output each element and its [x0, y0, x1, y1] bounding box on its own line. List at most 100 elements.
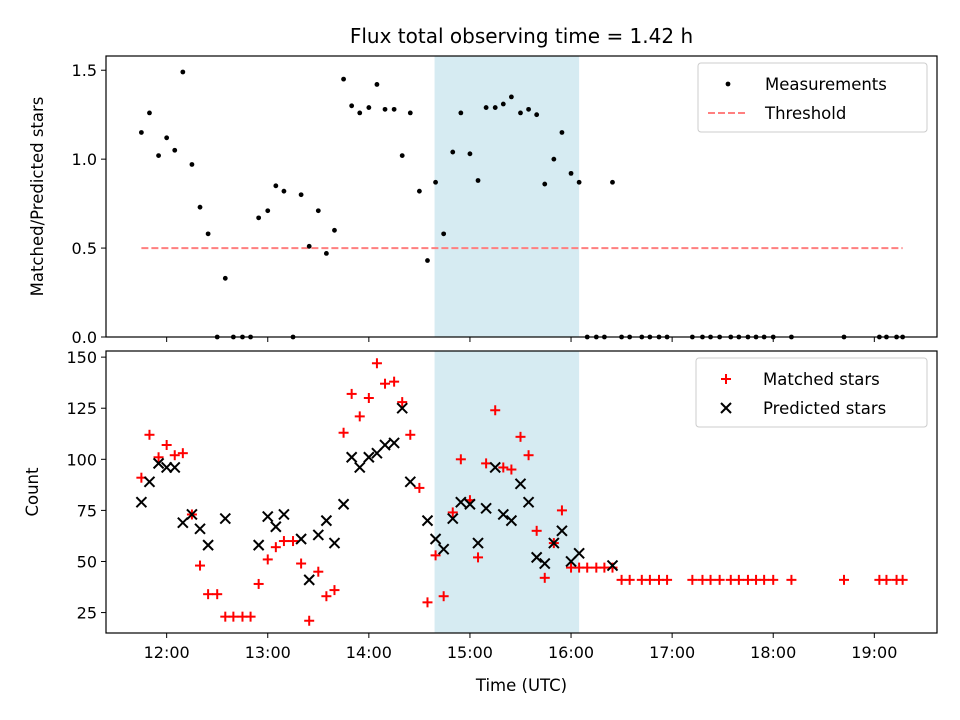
matched-star-point — [363, 393, 374, 403]
matched-star-point — [389, 376, 400, 387]
predicted-star-point — [455, 496, 467, 508]
matched-star-point — [144, 429, 155, 440]
matched-star-point — [498, 462, 509, 473]
predicted-star-point — [539, 557, 551, 570]
matched-star-point — [714, 574, 725, 585]
measurement-point — [433, 179, 438, 185]
bottom-xtick-label: 15:00 — [447, 643, 493, 662]
predicted-star-point — [573, 547, 585, 560]
matched-star-point — [288, 536, 299, 547]
legend-predicted-label: Predicted stars — [763, 399, 886, 418]
measurement-point — [189, 162, 195, 167]
predicted-star-point — [388, 437, 400, 449]
bottom-panel: 25 50 75 100 125 150 12:00 13:00 14:00 15:00 16:0… — [23, 348, 938, 695]
matched-star-point — [523, 450, 534, 461]
matched-star-point — [705, 574, 716, 585]
matched-star-point — [161, 440, 172, 450]
matched-star-point — [278, 536, 289, 547]
measurement-point — [306, 243, 312, 249]
predicted-star-point — [270, 521, 282, 533]
predicted-star-point — [447, 512, 459, 525]
matched-star-point — [881, 574, 892, 585]
measurement-point — [366, 105, 372, 110]
matched-star-point — [203, 589, 214, 600]
measurement-point — [147, 110, 152, 116]
measurement-point — [500, 101, 506, 107]
bottom-ytick-label: 150 — [66, 348, 97, 367]
matched-star-point — [438, 591, 449, 602]
measurement-point — [172, 147, 178, 153]
bottom-xtick-label: 14:00 — [346, 643, 392, 662]
measurement-point — [256, 215, 262, 221]
top-legend-box — [697, 62, 928, 133]
matched-star-point — [354, 411, 365, 422]
measurement-point — [180, 69, 186, 75]
bottom-ytick-label: 100 — [66, 450, 97, 469]
predicted-star-point — [421, 514, 434, 527]
predicted-star-point — [320, 514, 333, 527]
matched-star-point — [539, 572, 550, 583]
predicted-star-point — [522, 496, 535, 508]
matched-star-point — [153, 452, 164, 463]
predicted-star-point — [135, 496, 148, 508]
bottom-ytick-label: 25 — [77, 604, 97, 623]
measurement-point — [391, 106, 397, 112]
bottom-observing-window-shade — [434, 351, 580, 633]
matched-star-point — [733, 574, 744, 585]
predicted-star-point — [219, 512, 231, 525]
measurement-point — [164, 135, 170, 141]
predicted-star-point — [152, 457, 165, 470]
measurement-point — [332, 227, 337, 233]
measurement-point — [222, 275, 228, 281]
measurement-point — [399, 153, 405, 158]
matched-star-point — [422, 597, 433, 608]
matched-star-point — [556, 505, 567, 516]
predicted-star-point — [429, 533, 442, 545]
measurement-point — [205, 231, 211, 237]
predicted-star-point — [505, 514, 518, 527]
bottom-legend: Matched stars Predicted stars — [695, 357, 928, 428]
predicted-star-point — [337, 498, 350, 510]
predicted-star-point — [328, 537, 341, 549]
predicted-star-point — [354, 461, 366, 474]
predicted-star-point — [194, 523, 206, 535]
measurement-point — [298, 192, 304, 198]
measurement-point — [492, 105, 498, 110]
predicted-star-point — [143, 476, 156, 488]
predicted-star-point — [556, 525, 568, 537]
measurement-point — [441, 231, 447, 237]
matched-star-point — [624, 574, 635, 585]
measurement-point — [374, 82, 380, 87]
measurement-point — [323, 251, 329, 256]
matched-star-point — [371, 358, 382, 369]
measurement-point — [467, 151, 473, 157]
predicted-star-point — [303, 574, 315, 586]
measurement-point — [534, 112, 540, 118]
measurement-point — [315, 208, 321, 214]
predicted-star-point — [278, 508, 290, 521]
predicted-star-point — [464, 498, 476, 510]
predicted-star-point — [396, 402, 408, 414]
bottom-ytick-label: 50 — [77, 552, 97, 571]
matched-star-point — [253, 578, 264, 589]
matched-star-point — [455, 454, 466, 465]
measurement-point — [559, 130, 565, 135]
measurement-point — [349, 103, 355, 109]
measurement-point — [156, 153, 161, 158]
bottom-xtick-label: 17:00 — [649, 643, 695, 662]
legend-matched-marker — [721, 374, 731, 384]
predicted-star-point — [252, 539, 265, 551]
chart-title: Flux total observing time = 1.42 h — [350, 24, 693, 48]
bottom-axes-frame — [105, 350, 938, 634]
matched-star-point — [473, 552, 484, 563]
predicted-star-point — [472, 537, 484, 549]
predicted-star-point — [160, 461, 173, 474]
bottom-ytick-label: 125 — [66, 399, 97, 418]
bottom-legend-box — [695, 357, 928, 428]
predicted-star-point — [514, 478, 527, 490]
predicted-star-point — [606, 559, 619, 572]
x-axis-label: Time (UTC) — [475, 676, 567, 695]
top-ytick-label: 1.0 — [72, 150, 97, 169]
matched-star-point — [313, 566, 324, 577]
